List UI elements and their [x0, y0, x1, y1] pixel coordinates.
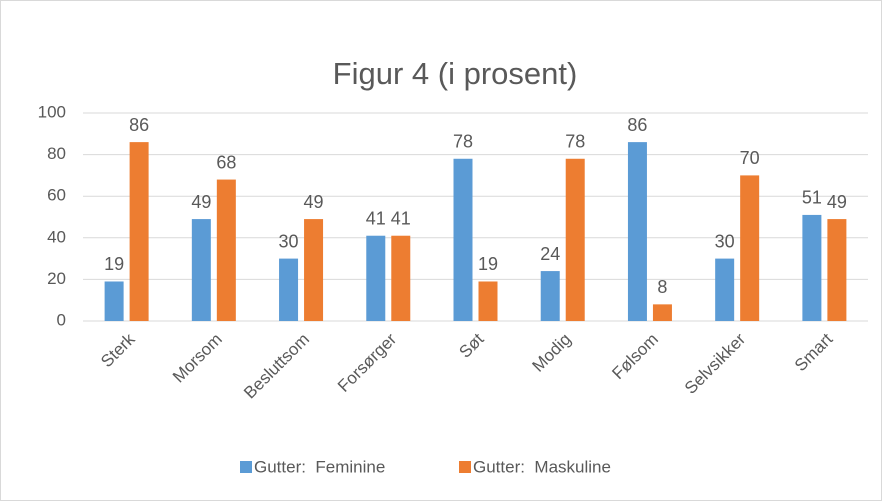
bar: [366, 235, 386, 321]
y-tick-label: 0: [57, 310, 66, 329]
legend-label: Gutter: Feminine: [254, 457, 385, 476]
bar: [216, 179, 236, 321]
legend-swatch: [459, 461, 471, 473]
data-label: 41: [366, 208, 386, 228]
data-label: 86: [129, 115, 149, 135]
bar: [627, 142, 647, 321]
bar: [565, 158, 585, 321]
bar: [540, 271, 560, 321]
y-tick-label: 20: [47, 269, 66, 288]
bar: [827, 219, 847, 321]
data-label: 49: [191, 192, 211, 212]
data-label: 41: [391, 208, 411, 228]
y-tick-label: 40: [47, 227, 66, 246]
data-label: 49: [304, 192, 324, 212]
bar: [104, 281, 124, 321]
bar: [279, 258, 299, 321]
y-tick-label: 80: [47, 144, 66, 163]
data-label: 78: [453, 132, 473, 152]
data-label: 86: [627, 115, 647, 135]
data-label: 24: [540, 244, 560, 264]
y-tick-label: 100: [38, 102, 66, 121]
data-label: 19: [104, 254, 124, 274]
data-label: 8: [657, 277, 667, 297]
chart-title: Figur 4 (i prosent): [333, 56, 578, 91]
y-tick-label: 60: [47, 186, 66, 205]
bar: [304, 219, 324, 321]
bar: [715, 258, 735, 321]
bar: [740, 175, 760, 321]
bar: [129, 142, 149, 321]
data-label: 70: [740, 148, 760, 168]
data-label: 30: [715, 231, 735, 251]
data-label: 19: [478, 254, 498, 274]
legend-swatch: [240, 461, 252, 473]
data-label: 78: [565, 132, 585, 152]
bar: [191, 219, 211, 321]
bar: [478, 281, 498, 321]
data-label: 68: [216, 152, 236, 172]
bar: [453, 158, 473, 321]
data-label: 30: [279, 231, 299, 251]
legend-label: Gutter: Maskuline: [473, 457, 611, 476]
data-label: 51: [802, 188, 822, 208]
bar: [391, 235, 411, 321]
bar: [652, 304, 672, 321]
bar: [802, 214, 822, 321]
data-label: 49: [827, 192, 847, 212]
